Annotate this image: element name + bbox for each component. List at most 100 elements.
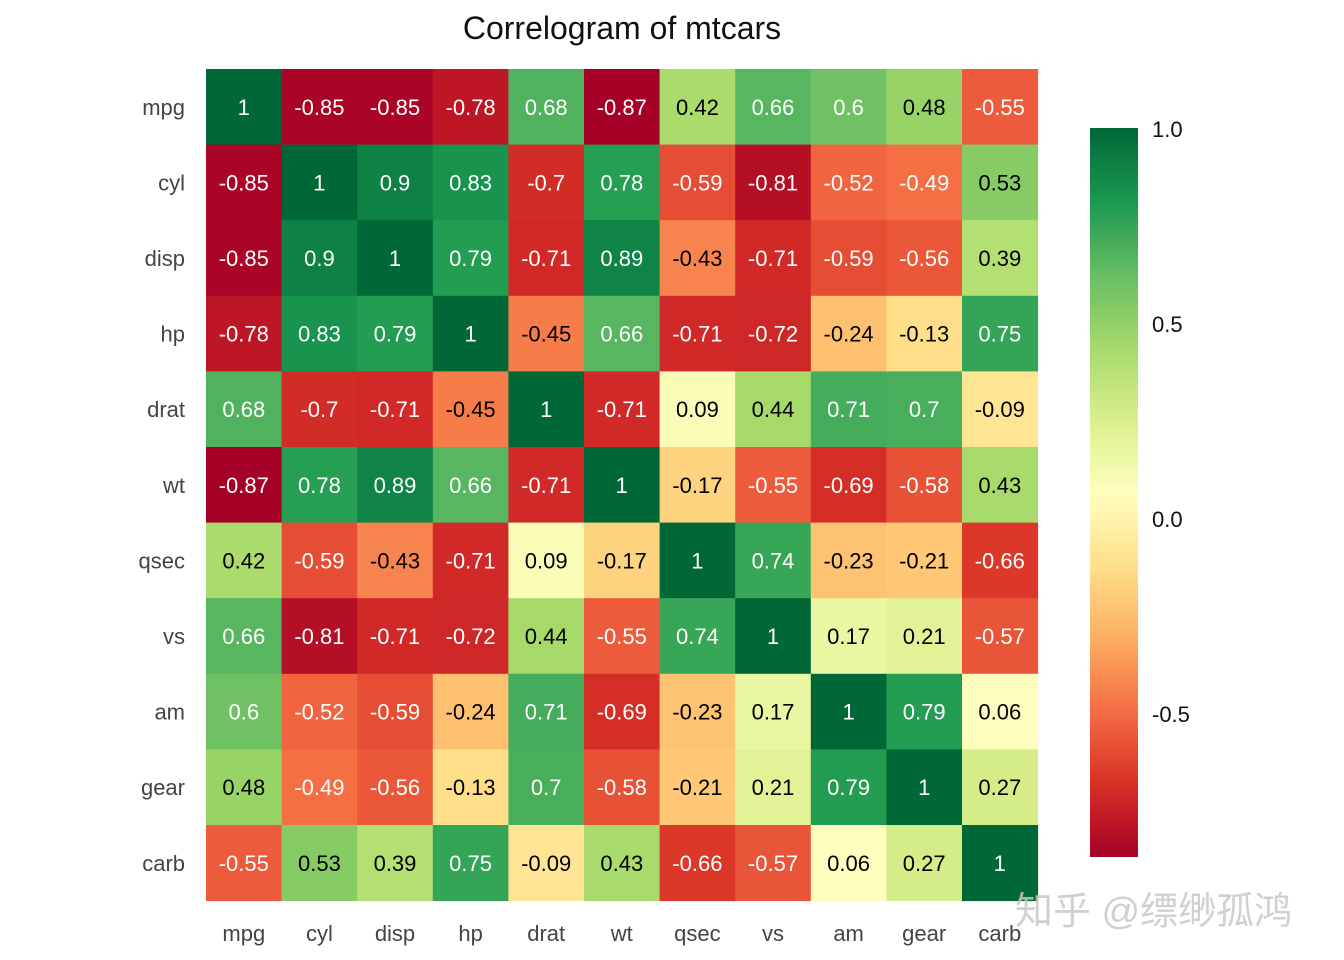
heatmap-cell — [206, 825, 283, 902]
heatmap-cell — [962, 69, 1039, 146]
x-tick-label: wt — [610, 921, 633, 946]
cell-label: 0.44 — [752, 397, 795, 422]
heatmap-cell — [508, 371, 585, 448]
heatmap-cell — [508, 295, 585, 372]
cell-label: -0.85 — [219, 246, 269, 271]
y-tick-label: hp — [161, 322, 185, 347]
heatmap-cell — [886, 673, 963, 750]
heatmap-cell — [810, 673, 887, 750]
cell-label: -0.56 — [899, 246, 949, 271]
cell-label: 0.48 — [222, 775, 265, 800]
cell-label: 0.75 — [449, 851, 492, 876]
heatmap-cell — [281, 522, 358, 599]
cell-label: -0.71 — [446, 548, 496, 573]
cell-label: -0.49 — [899, 170, 949, 195]
heatmap-cell — [886, 144, 963, 221]
heatmap-cell — [281, 673, 358, 750]
cell-label: -0.81 — [294, 624, 344, 649]
heatmap-cell — [810, 69, 887, 146]
cell-label: 0.66 — [449, 473, 492, 498]
heatmap-cell — [659, 69, 736, 146]
x-tick-label: gear — [902, 921, 946, 946]
heatmap-cell — [508, 144, 585, 221]
heatmap-cell — [659, 144, 736, 221]
cell-label: 0.42 — [676, 95, 719, 120]
cell-label: -0.85 — [219, 170, 269, 195]
heatmap-cell — [962, 522, 1039, 599]
colorbar — [1090, 128, 1138, 857]
cell-label: -0.49 — [294, 775, 344, 800]
cell-label: -0.59 — [294, 548, 344, 573]
cell-label: -0.57 — [975, 624, 1025, 649]
heatmap-cell — [357, 295, 434, 372]
heatmap-cell — [432, 522, 509, 599]
heatmap-cell — [735, 447, 812, 524]
cell-label: -0.85 — [370, 95, 420, 120]
heatmap-cell — [432, 447, 509, 524]
heatmap-cell — [206, 598, 283, 675]
cell-label: -0.59 — [370, 700, 420, 725]
x-tick-label: mpg — [222, 921, 265, 946]
heatmap-cell — [962, 447, 1039, 524]
cell-label: -0.13 — [446, 775, 496, 800]
watermark: 知乎 @缥缈孤鸿 — [1015, 891, 1293, 933]
heatmap-cell — [810, 825, 887, 902]
heatmap-cell — [810, 371, 887, 448]
cell-label: 0.53 — [978, 170, 1021, 195]
cell-label: -0.58 — [899, 473, 949, 498]
cell-label: -0.45 — [521, 322, 571, 347]
cell-label: 0.17 — [827, 624, 870, 649]
heatmap-cell — [735, 522, 812, 599]
cell-label: -0.69 — [597, 700, 647, 725]
colorbar-tick-label: 1.0 — [1152, 117, 1183, 142]
cell-label: -0.85 — [294, 95, 344, 120]
cell-label: 1 — [918, 775, 930, 800]
cell-label: 1 — [238, 95, 250, 120]
x-tick-label: cyl — [306, 921, 333, 946]
heatmap-cell — [357, 522, 434, 599]
cell-label: 0.39 — [374, 851, 417, 876]
cell-label: 0.66 — [600, 322, 643, 347]
cell-label: 0.66 — [222, 624, 265, 649]
y-tick-label: cyl — [158, 170, 185, 195]
heatmap-cell — [432, 69, 509, 146]
x-tick-label: vs — [762, 921, 784, 946]
cell-label: 0.89 — [374, 473, 417, 498]
cell-label: -0.23 — [672, 700, 722, 725]
cell-label: -0.57 — [748, 851, 798, 876]
cell-label: -0.58 — [597, 775, 647, 800]
heatmap-cell — [508, 749, 585, 826]
cell-label: 1 — [767, 624, 779, 649]
cell-label: -0.09 — [975, 397, 1025, 422]
y-tick-label: wt — [162, 473, 185, 498]
heatmap-cell — [508, 220, 585, 297]
cell-label: 0.6 — [229, 700, 260, 725]
cell-label: -0.71 — [521, 246, 571, 271]
cell-label: 0.7 — [531, 775, 562, 800]
heatmap-cell — [206, 371, 283, 448]
cell-label: 0.75 — [978, 322, 1021, 347]
cell-label: 1 — [313, 170, 325, 195]
x-tick-label: carb — [978, 921, 1021, 946]
cell-label: -0.72 — [446, 624, 496, 649]
heatmap-cell — [659, 673, 736, 750]
heatmap-cell — [584, 220, 661, 297]
heatmap-cell — [810, 522, 887, 599]
cell-label: 0.79 — [449, 246, 492, 271]
cell-label: 0.21 — [903, 624, 946, 649]
heatmap-cell — [357, 69, 434, 146]
heatmap-cell — [206, 522, 283, 599]
cell-label: 0.42 — [222, 548, 265, 573]
cell-label: 1 — [389, 246, 401, 271]
cell-label: -0.87 — [219, 473, 269, 498]
heatmap-cell — [735, 371, 812, 448]
cell-label: -0.43 — [370, 548, 420, 573]
cell-label: 0.17 — [752, 700, 795, 725]
heatmap-cell — [432, 749, 509, 826]
heatmap-cell — [357, 447, 434, 524]
cell-label: 0.78 — [298, 473, 341, 498]
cell-label: 0.39 — [978, 246, 1021, 271]
cell-label: 0.6 — [833, 95, 864, 120]
heatmap-cell — [962, 220, 1039, 297]
